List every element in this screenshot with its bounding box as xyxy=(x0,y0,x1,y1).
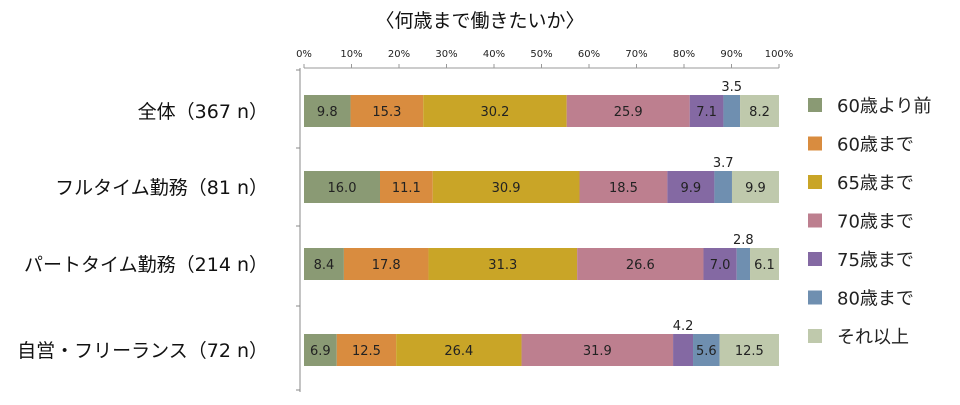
data-label: 7.1 xyxy=(696,105,717,120)
bar-segment xyxy=(579,171,668,203)
legend-swatch xyxy=(808,329,822,343)
x-tick-label: 10% xyxy=(340,49,362,60)
category-label: 全体（367 n） xyxy=(138,101,268,123)
bar-segment xyxy=(336,334,397,366)
bar-segment xyxy=(740,95,779,127)
bar-segment xyxy=(577,248,704,280)
legend-swatch xyxy=(808,213,822,228)
legend-label: 75歳まで xyxy=(837,250,914,271)
x-tick-label: 90% xyxy=(720,49,742,60)
legend-swatch xyxy=(808,136,822,151)
legend-swatch xyxy=(808,98,822,112)
legend-label: それ以上 xyxy=(837,327,909,348)
data-label: 2.8 xyxy=(733,233,754,248)
x-tick-label: 40% xyxy=(483,49,505,60)
legend-swatch xyxy=(808,290,822,305)
bar-segment xyxy=(693,334,720,366)
data-label: 9.9 xyxy=(745,181,766,196)
bar-segment xyxy=(432,171,580,203)
chart-title: 〈何歳まで働きたいか〉 xyxy=(375,10,584,32)
bar-segment xyxy=(304,95,351,127)
category-label: 自営・フリーランス（72 n） xyxy=(17,340,268,362)
category-label: パートタイム勤務（214 n） xyxy=(24,254,268,276)
data-label: 30.2 xyxy=(480,105,509,120)
data-label: 26.6 xyxy=(626,258,655,273)
data-label: 3.7 xyxy=(713,156,734,171)
data-label: 11.1 xyxy=(392,181,421,196)
bar-segment xyxy=(304,171,380,203)
legend-label: 65歳まで xyxy=(837,173,914,194)
bar-segment xyxy=(731,171,779,203)
bar-segment xyxy=(750,248,779,280)
data-label: 9.9 xyxy=(681,181,702,196)
x-tick-label: 80% xyxy=(673,49,695,60)
bar-segment xyxy=(380,171,433,203)
bar-segment xyxy=(304,334,337,366)
x-tick-label: 50% xyxy=(530,49,552,60)
data-label: 31.3 xyxy=(488,258,517,273)
legend-label: 70歳まで xyxy=(837,212,914,233)
bar-segment xyxy=(566,95,690,127)
x-tick-label: 60% xyxy=(578,49,600,60)
x-tick-label: 0% xyxy=(296,49,312,60)
data-label: 15.3 xyxy=(372,105,401,120)
data-label: 3.5 xyxy=(721,80,742,95)
legend-label: 80歳まで xyxy=(837,289,914,310)
data-label: 17.8 xyxy=(372,258,401,273)
data-label: 18.5 xyxy=(609,181,638,196)
data-label: 8.4 xyxy=(314,258,335,273)
x-tick-label: 100% xyxy=(765,49,794,60)
data-label: 31.9 xyxy=(583,344,612,359)
bar-segment xyxy=(423,95,567,127)
category-label: フルタイム勤務（81 n） xyxy=(55,177,268,199)
bars: 9.8 15.3 30.2 25.9 7.1 3.5 8.2 16.0 11.1 30.9 18.5… xyxy=(304,80,779,366)
data-label: 16.0 xyxy=(328,181,357,196)
legend-label: 60歳より前 xyxy=(837,96,932,117)
data-label: 9.8 xyxy=(317,105,338,120)
bar-segment xyxy=(673,334,694,366)
bar-segment xyxy=(396,334,522,366)
data-label: 30.9 xyxy=(492,181,521,196)
x-tick-label: 20% xyxy=(388,49,410,60)
bar-segment xyxy=(736,248,751,280)
data-label: 6.1 xyxy=(754,258,775,273)
bar-segment xyxy=(350,95,424,127)
x-tick-label: 30% xyxy=(435,49,457,60)
legend-swatch xyxy=(808,252,822,266)
data-label: 8.2 xyxy=(749,105,770,120)
data-label: 4.2 xyxy=(673,319,694,334)
x-axis: 0% 10% 20% 30% 40% 50% 60% 70% 80% 90% 100% xyxy=(296,49,793,392)
legend-swatch xyxy=(808,175,822,189)
category-labels: 全体（367 n） フルタイム勤務（81 n） パートタイム勤務（214 n） 自営・… xyxy=(17,101,268,362)
bar-segment xyxy=(689,95,724,127)
x-tick-label: 70% xyxy=(625,49,647,60)
bar-segment xyxy=(304,248,344,280)
data-label: 5.6 xyxy=(696,344,717,359)
bar-segment xyxy=(343,248,429,280)
legend-label: 60歳まで xyxy=(837,135,914,156)
data-label: 26.4 xyxy=(444,344,473,359)
data-label: 12.5 xyxy=(735,344,764,359)
bar-segment xyxy=(714,171,732,203)
bar-segment xyxy=(521,334,674,366)
bar-segment xyxy=(723,95,741,127)
data-label: 6.9 xyxy=(310,344,331,359)
bar-segment xyxy=(428,248,578,280)
bar-segment xyxy=(703,248,737,280)
data-label: 25.9 xyxy=(614,105,643,120)
data-label: 7.0 xyxy=(710,258,731,273)
data-label: 12.5 xyxy=(352,344,381,359)
bar-segment xyxy=(719,334,779,366)
bar-segment xyxy=(667,171,715,203)
